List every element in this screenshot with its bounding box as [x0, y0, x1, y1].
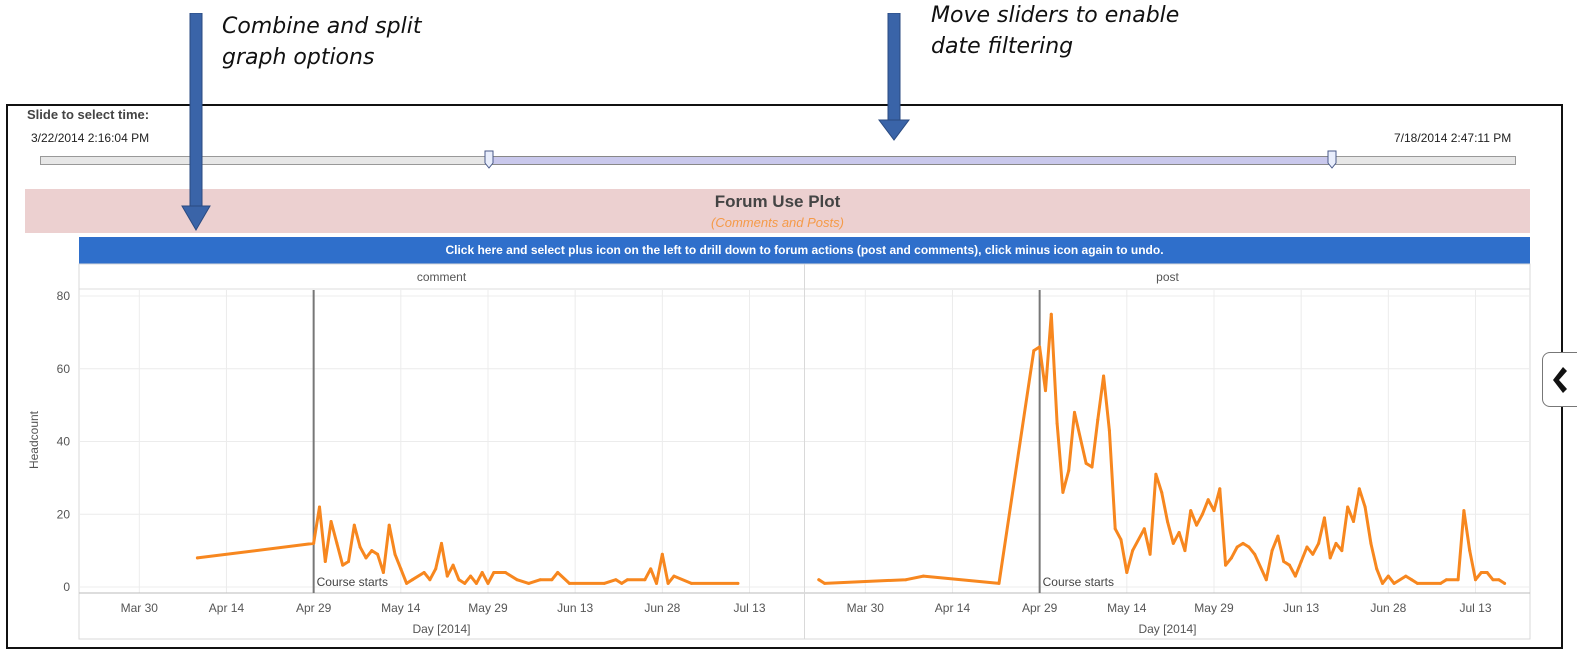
down-arrow-icon: [181, 13, 211, 231]
plot-subtitle: (Comments and Posts): [711, 215, 844, 230]
slider-label: Slide to select time:: [27, 107, 150, 122]
plot-title: Forum Use Plot: [714, 192, 841, 211]
down-arrow-icon: [878, 13, 910, 141]
slider-end-handle[interactable]: [1327, 150, 1337, 169]
callout-line: date filtering: [931, 34, 1074, 59]
slider-end-date: 7/18/2014 2:47:11 PM: [1394, 131, 1512, 145]
callout-line: Combine and split: [222, 14, 422, 39]
slider-start-handle[interactable]: [484, 150, 494, 169]
callout-line: Move sliders to enable: [931, 3, 1180, 28]
callout-combine-split: Combine and split graph options: [222, 11, 421, 73]
dashboard-frame: [6, 104, 1563, 649]
time-slider-selected-range[interactable]: [488, 156, 1332, 165]
plot-title-band: Forum Use Plot (Comments and Posts): [25, 189, 1530, 233]
chevron-left-icon: [1553, 367, 1567, 393]
collapse-panel-tab[interactable]: [1542, 352, 1577, 407]
slider-start-date: 3/22/2014 2:16:04 PM: [31, 131, 150, 145]
callout-date-filter: Move sliders to enable date filtering: [931, 0, 1179, 62]
drill-down-bar[interactable]: Click here and select plus icon on the l…: [79, 237, 1530, 264]
callout-line: graph options: [222, 45, 375, 70]
